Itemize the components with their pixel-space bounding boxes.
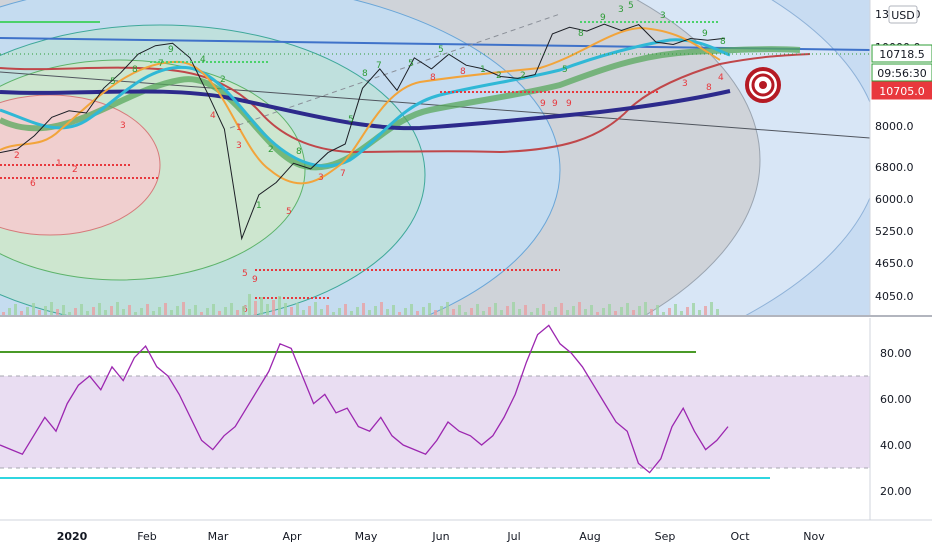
svg-text:7: 7	[340, 169, 346, 179]
price-tag-label: 10718.5	[879, 48, 925, 61]
svg-text:4: 4	[210, 111, 216, 121]
time-axis[interactable]: 2020 Feb Mar Apr May Jun Jul Aug Sep Oct Nov	[0, 519, 932, 550]
oscillator-axis[interactable]: 80.00 60.00 40.00 20.00	[869, 318, 932, 520]
time-tick-label: Jun	[431, 530, 449, 543]
time-tick-label: Sep	[655, 530, 676, 543]
price-tag-label: 10705.0	[879, 85, 925, 98]
trendline-grey	[0, 71, 870, 139]
price-panel[interactable]: 975 482 261 234 135 965 128 375 785 588 …	[0, 0, 880, 420]
svg-text:1: 1	[56, 159, 62, 169]
svg-text:9: 9	[168, 45, 174, 55]
currency-label: USD	[891, 9, 915, 22]
svg-text:2: 2	[14, 151, 20, 161]
svg-text:5: 5	[438, 45, 444, 55]
svg-text:6: 6	[30, 179, 36, 189]
svg-text:9: 9	[252, 275, 258, 285]
svg-text:8: 8	[720, 37, 726, 47]
svg-text:3: 3	[660, 11, 666, 21]
svg-text:5: 5	[286, 207, 292, 217]
target-icon[interactable]	[745, 67, 781, 103]
time-tick-label: 2020	[57, 530, 88, 543]
time-tick-label: Nov	[803, 530, 825, 543]
ma-orange	[0, 26, 721, 185]
svg-text:5: 5	[110, 77, 116, 87]
svg-text:5: 5	[242, 269, 248, 279]
svg-text:8: 8	[460, 67, 466, 77]
svg-text:2: 2	[220, 75, 226, 85]
price-tick-label: 6800.0	[875, 161, 914, 174]
oscillator-tick-label: 80.00	[880, 347, 912, 360]
price-axis[interactable]: 13000.08000.06800.06000.05250.04650.0405…	[869, 0, 932, 315]
svg-text:4: 4	[718, 73, 724, 83]
svg-text:8: 8	[706, 83, 712, 93]
svg-text:3: 3	[318, 173, 324, 183]
svg-text:1: 1	[480, 65, 486, 75]
svg-text:2: 2	[520, 71, 526, 81]
svg-text:7: 7	[376, 61, 382, 71]
ma-navy	[0, 89, 731, 131]
oscillator-tick-label: 20.00	[880, 485, 912, 498]
svg-text:2: 2	[496, 71, 502, 81]
svg-text:3: 3	[682, 79, 688, 89]
svg-text:5: 5	[628, 1, 634, 11]
oscillator-tick-label: 40.00	[880, 439, 912, 452]
time-tick-label: Apr	[282, 530, 302, 543]
svg-text:8: 8	[362, 69, 368, 79]
price-tag: 10705.0	[871, 81, 932, 100]
ma-cyan	[0, 38, 731, 168]
svg-text:9: 9	[702, 29, 708, 39]
svg-text:8: 8	[578, 29, 584, 39]
channel-green	[0, 46, 801, 171]
svg-text:5: 5	[348, 115, 354, 125]
svg-text:1: 1	[236, 123, 242, 133]
svg-text:7: 7	[158, 59, 164, 69]
price-tick-label: 5250.0	[875, 225, 914, 238]
price-tick-label: 4650.0	[875, 257, 914, 270]
currency-badge[interactable]	[888, 5, 918, 24]
time-tick-label: Oct	[730, 530, 750, 543]
channel-red	[0, 53, 811, 154]
svg-text:3: 3	[618, 5, 624, 15]
svg-text:8: 8	[430, 73, 436, 83]
svg-text:8: 8	[296, 147, 302, 157]
svg-text:9: 9	[600, 13, 606, 23]
svg-text:3: 3	[236, 141, 242, 151]
svg-text:9: 9	[552, 99, 558, 109]
time-tick-label: May	[355, 530, 378, 543]
oscillator-series-line	[0, 324, 729, 474]
svg-text:4: 4	[200, 55, 206, 65]
price-tick-label: 8000.0	[875, 120, 914, 133]
svg-text:5: 5	[562, 65, 568, 75]
svg-text:9: 9	[566, 99, 572, 109]
svg-text:2: 2	[72, 165, 78, 175]
time-tick-label: Aug	[579, 530, 600, 543]
price-series-line	[0, 23, 726, 241]
svg-text:9: 9	[540, 99, 546, 109]
svg-text:3: 3	[120, 121, 126, 131]
price-tag: 10718.5	[871, 44, 932, 63]
price-tag: 09:56:30	[871, 63, 932, 82]
oscillator-panel[interactable]	[0, 318, 870, 520]
oscillator-band	[0, 376, 870, 468]
svg-text:5: 5	[408, 59, 414, 69]
svg-text:2: 2	[268, 145, 274, 155]
price-tag-label: 09:56:30	[877, 67, 926, 80]
time-tick-label: Jul	[506, 530, 520, 543]
oscillator-tick-label: 60.00	[880, 393, 912, 406]
time-tick-label: Mar	[208, 530, 229, 543]
svg-text:1: 1	[256, 201, 262, 211]
sequence-counters: 975 482 261 234 135 965 128 375 785 588 …	[14, 1, 726, 315]
price-tick-label: 4050.0	[875, 290, 914, 303]
svg-text:8: 8	[132, 65, 138, 75]
price-tick-label: 6000.0	[875, 193, 914, 206]
time-tick-label: Feb	[137, 530, 156, 543]
volume-bars	[2, 294, 719, 315]
